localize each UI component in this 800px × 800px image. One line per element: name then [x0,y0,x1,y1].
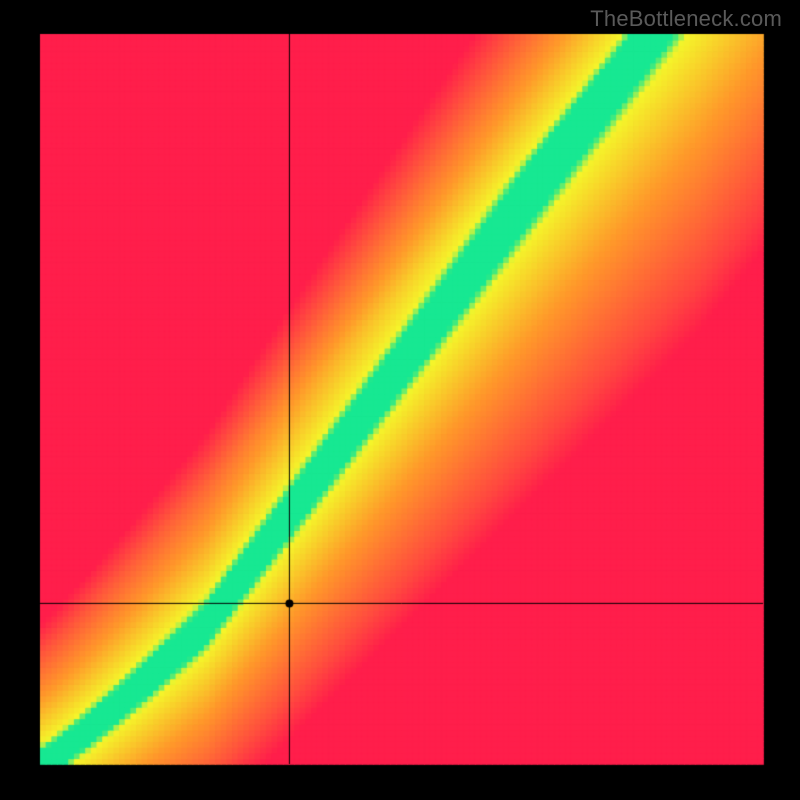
watermark-text: TheBottleneck.com [590,6,782,32]
chart-container: TheBottleneck.com [0,0,800,800]
bottleneck-heatmap [0,0,800,800]
